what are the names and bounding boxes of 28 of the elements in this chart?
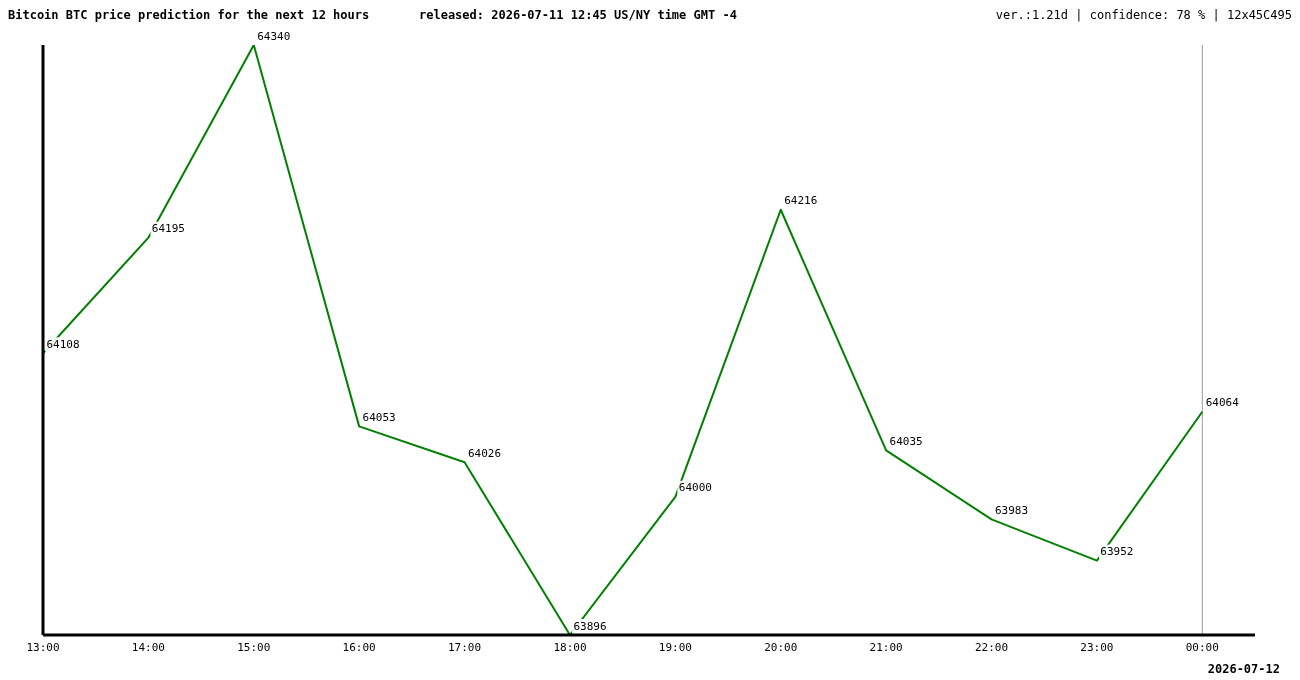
- data-label: 64026: [468, 446, 502, 460]
- data-label: 64108: [46, 337, 80, 351]
- x-tick-label: 16:00: [342, 640, 376, 654]
- data-label: 64035: [889, 434, 923, 448]
- text: 2026-07-12: [1207, 662, 1280, 676]
- data-label: 63983: [994, 503, 1029, 517]
- x-tick-label: 14:00: [131, 640, 165, 654]
- data-label: 64195: [151, 222, 185, 236]
- data-label: 64000: [678, 481, 712, 495]
- x-tick-label: 13:00: [26, 640, 60, 654]
- data-label: 64064: [1205, 396, 1240, 410]
- x-tick-label: 18:00: [553, 640, 587, 654]
- data-label: 63952: [1100, 545, 1134, 559]
- x-tick-label: 22:00: [974, 640, 1009, 654]
- data-label: 63896: [573, 619, 607, 633]
- text: ver.:1.21d | confidence: 78 % | 12x45C495: [995, 8, 1292, 22]
- data-label: 64340: [257, 29, 291, 43]
- chart-title: Bitcoin BTC price prediction for the next 12 hours: [8, 8, 370, 22]
- x-tick-label: 20:00: [764, 640, 798, 654]
- chart-subtitle: released: 2026-07-11 12:45 US/NY time GMT -4: [419, 8, 737, 22]
- data-label: 64216: [784, 194, 818, 208]
- x-tick-label: 15:00: [237, 640, 271, 654]
- data-label: 64053: [362, 410, 396, 424]
- x-tick-label: 00:00: [1185, 640, 1219, 654]
- x-tick-label: 17:00: [448, 640, 482, 654]
- x-tick-label: 23:00: [1080, 640, 1114, 654]
- x-tick-label: 21:00: [869, 640, 903, 654]
- x-tick-label: 19:00: [658, 640, 692, 654]
